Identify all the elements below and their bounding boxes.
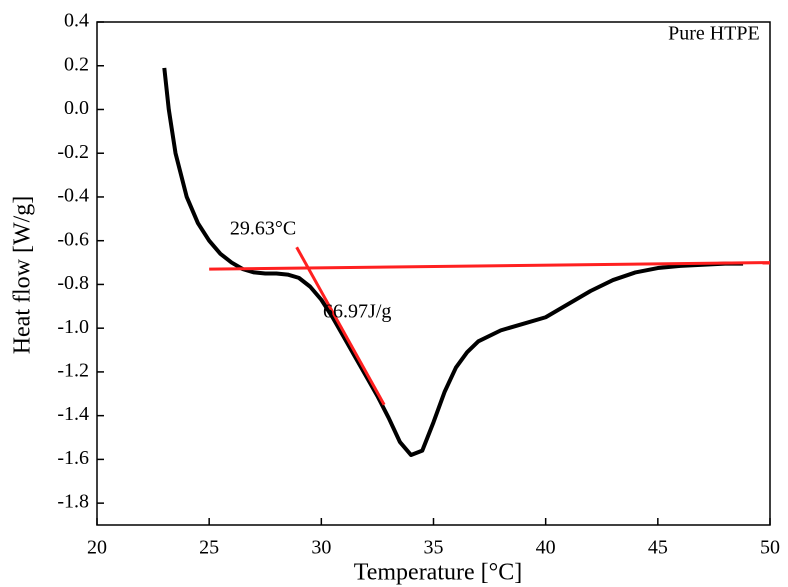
- annotation: 66.97J/g: [323, 300, 391, 322]
- x-tick-label: 50: [760, 537, 780, 559]
- plot-frame: [96, 21, 771, 526]
- y-tick-label: 0.4: [64, 10, 89, 32]
- y-tick-label: -0.2: [57, 141, 89, 163]
- y-axis-label: Heat flow [W/g]: [10, 196, 36, 355]
- y-tick-label: -0.6: [57, 228, 89, 250]
- y-tick-label: 0.0: [64, 97, 89, 119]
- x-tick-label: 35: [424, 537, 444, 559]
- x-tick-label: 25: [199, 537, 219, 559]
- y-tick-label: -0.4: [57, 185, 89, 207]
- annotation: Pure HTPE: [668, 23, 760, 45]
- x-tick-label: 20: [87, 537, 107, 559]
- series-line: [209, 261, 771, 271]
- y-tick-label: -1.2: [57, 360, 89, 382]
- y-tick-label: -1.8: [57, 491, 89, 513]
- x-axis-label: Temperature [°C]: [354, 560, 523, 586]
- y-tick-label: -1.6: [57, 447, 89, 469]
- y-tick-label: -1.0: [57, 316, 89, 338]
- series-line: [162, 67, 744, 458]
- series-line: [295, 246, 386, 406]
- y-tick-label: -0.8: [57, 272, 89, 294]
- x-tick-label: 45: [648, 537, 668, 559]
- y-tick-label: -1.4: [57, 403, 89, 425]
- x-tick-label: 30: [311, 537, 331, 559]
- y-tick-label: 0.2: [64, 53, 89, 75]
- x-tick-label: 40: [536, 537, 556, 559]
- annotation: 29.63°C: [230, 217, 296, 239]
